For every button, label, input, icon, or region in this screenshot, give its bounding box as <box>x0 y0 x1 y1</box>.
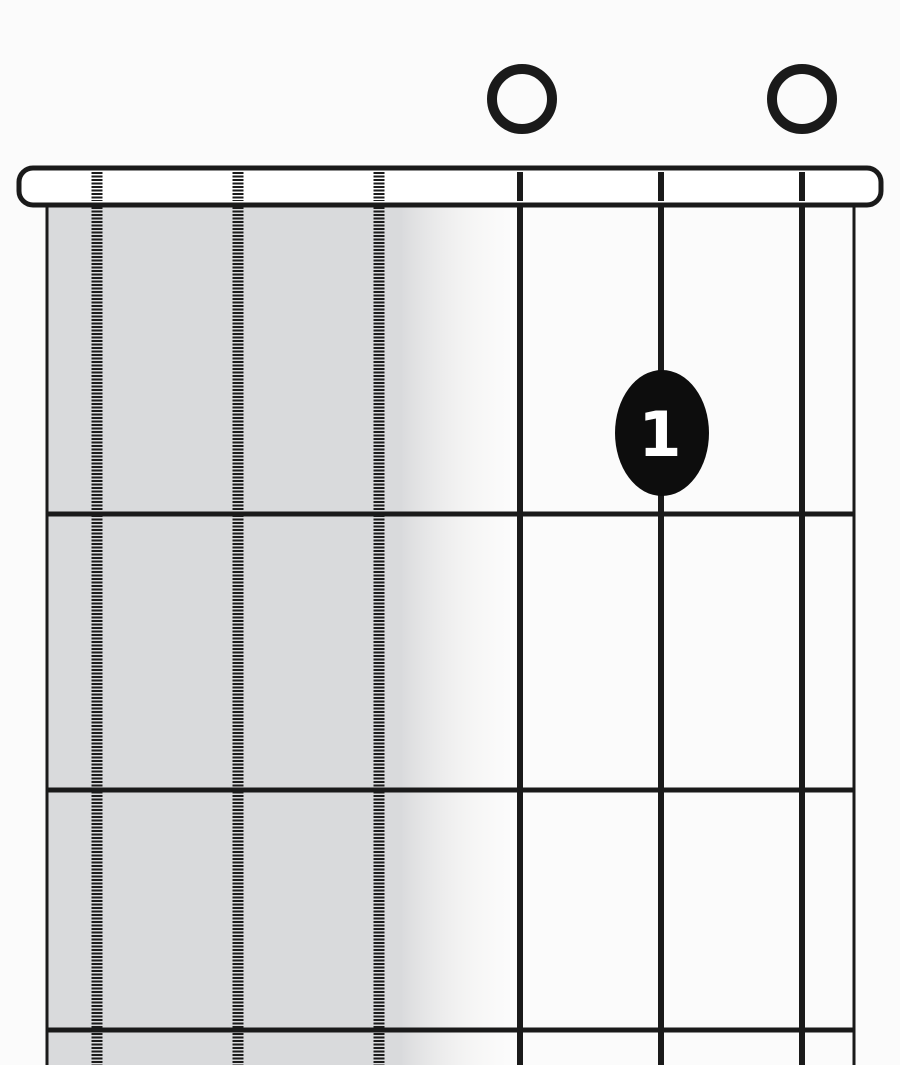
open-string-marker-4 <box>487 64 557 134</box>
nut <box>16 165 884 208</box>
finger-dot-shape <box>615 370 709 496</box>
frets <box>47 511 854 1033</box>
finger-dot: 1 <box>615 370 709 496</box>
finger-number: 1 <box>638 398 681 471</box>
strings <box>91 172 805 1065</box>
muted-shade-solid <box>47 206 402 1065</box>
muted-shade-fade <box>400 206 508 1065</box>
fretboard <box>45 206 856 1065</box>
strings-through-nut <box>91 172 805 201</box>
open-string-markers <box>487 64 837 134</box>
muted-strings-shade <box>47 206 508 1065</box>
open-string-marker-6 <box>767 64 837 134</box>
